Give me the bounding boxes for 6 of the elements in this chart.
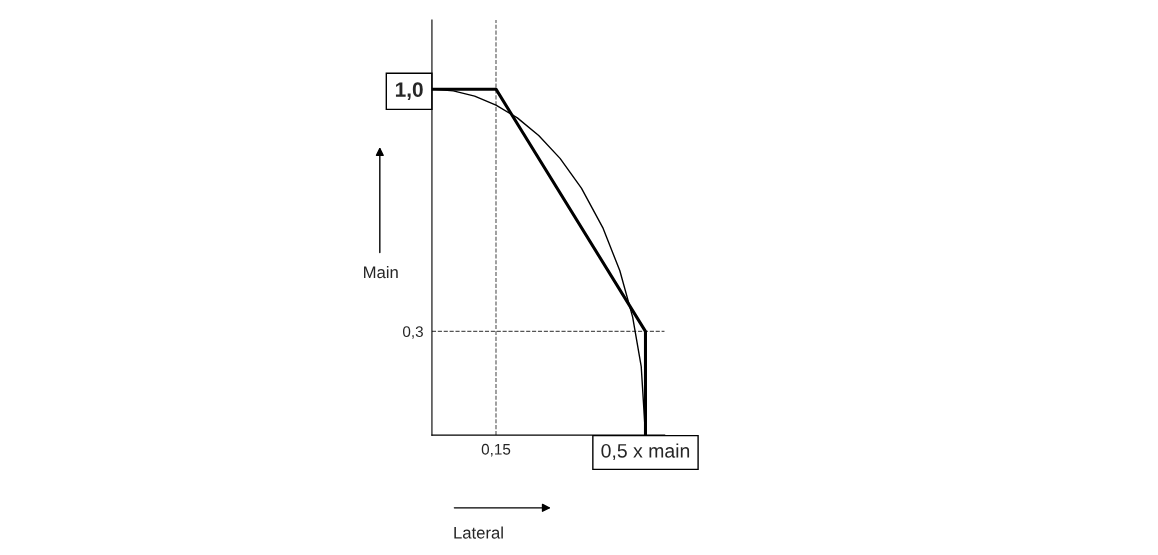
x-tick-label: 0,5 x main <box>601 443 690 461</box>
y-axis-title: Main <box>364 265 398 279</box>
y-tick-label: 1,0 <box>395 82 423 100</box>
x-axis-title: Lateral <box>454 526 503 539</box>
x-tick-label: 0,15 <box>481 443 511 457</box>
y-tick-label: 0,3 <box>402 326 423 339</box>
